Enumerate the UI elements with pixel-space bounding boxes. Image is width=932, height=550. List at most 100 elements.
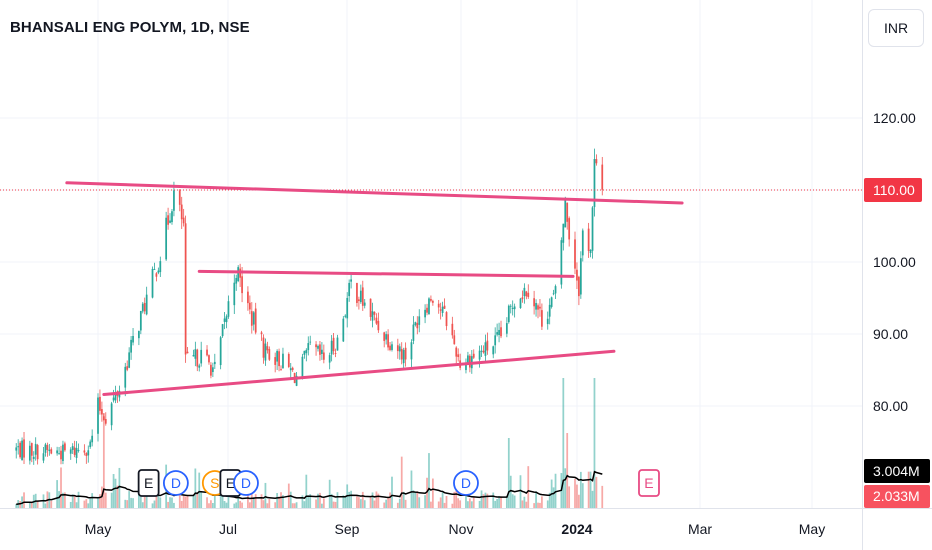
volume-bar bbox=[141, 502, 144, 508]
volume-bar bbox=[118, 467, 121, 508]
candle bbox=[541, 303, 543, 330]
volume-bar bbox=[457, 498, 460, 508]
volume-bar bbox=[496, 499, 498, 508]
volume-bar bbox=[330, 493, 333, 508]
volume-bar bbox=[511, 494, 514, 508]
candle bbox=[104, 412, 107, 426]
volume-bar bbox=[60, 467, 62, 508]
candle bbox=[412, 316, 415, 345]
volume-bar bbox=[36, 500, 39, 508]
candle bbox=[330, 335, 333, 362]
candle bbox=[221, 323, 224, 338]
trendline-mid-resistance[interactable] bbox=[197, 269, 575, 278]
volume-bar bbox=[373, 500, 376, 508]
volume-bar bbox=[334, 501, 337, 508]
event-marker-dividend[interactable]: D bbox=[453, 470, 479, 496]
currency-button[interactable]: INR bbox=[868, 9, 924, 47]
volume-bar bbox=[591, 490, 594, 508]
candle bbox=[579, 251, 582, 299]
candle bbox=[328, 352, 331, 370]
volume-bar bbox=[400, 456, 403, 508]
volume-bar bbox=[430, 501, 432, 508]
candle bbox=[167, 207, 169, 230]
candle bbox=[254, 302, 257, 335]
candle bbox=[552, 289, 555, 296]
price-axis[interactable]: 120.00110.00100.0090.0080.00110.003.004M… bbox=[864, 110, 930, 508]
candle bbox=[264, 338, 267, 366]
candle bbox=[568, 216, 571, 247]
candle bbox=[398, 343, 401, 360]
candle bbox=[437, 299, 440, 314]
candle bbox=[44, 442, 47, 457]
candle bbox=[445, 311, 448, 331]
candle bbox=[206, 345, 208, 357]
trendline-support[interactable] bbox=[102, 349, 616, 396]
candle bbox=[478, 345, 481, 368]
volume-bar bbox=[315, 499, 317, 508]
volume-bar bbox=[301, 495, 304, 508]
trendline-upper-resistance[interactable] bbox=[65, 181, 684, 205]
volume-bar bbox=[321, 503, 323, 508]
candle bbox=[48, 443, 51, 456]
candle bbox=[525, 290, 528, 300]
candle bbox=[64, 441, 66, 452]
candle bbox=[223, 311, 226, 330]
volume-bar bbox=[439, 497, 442, 508]
candle bbox=[509, 304, 512, 314]
trendlines[interactable] bbox=[65, 181, 684, 396]
volume-bar bbox=[361, 491, 364, 508]
volume-bar bbox=[295, 502, 298, 508]
candle bbox=[143, 297, 146, 315]
candle bbox=[385, 331, 388, 345]
candle bbox=[439, 302, 442, 320]
volume-bar bbox=[210, 500, 212, 508]
candle bbox=[69, 447, 72, 460]
volume-bar bbox=[548, 492, 551, 508]
time-tick-label: May bbox=[799, 521, 825, 537]
candle bbox=[171, 209, 173, 225]
volume-bar bbox=[363, 500, 366, 508]
volume-bar bbox=[564, 468, 567, 508]
event-marker-earnings[interactable]: E bbox=[137, 469, 160, 497]
volume-bar bbox=[431, 478, 434, 508]
volume-bar bbox=[239, 500, 242, 508]
candle bbox=[548, 298, 551, 325]
volume-bar bbox=[169, 497, 171, 508]
volume-bar bbox=[192, 494, 195, 508]
candle bbox=[426, 303, 428, 316]
volume-bar bbox=[237, 495, 240, 508]
volume-bar bbox=[128, 491, 131, 508]
candle bbox=[141, 302, 144, 314]
volume-bar bbox=[468, 498, 471, 508]
volume-bar bbox=[541, 496, 543, 508]
candle bbox=[356, 282, 358, 307]
svg-text:3.004M: 3.004M bbox=[873, 463, 920, 479]
candle bbox=[130, 336, 132, 360]
candle bbox=[184, 215, 187, 363]
candle bbox=[492, 345, 495, 359]
candle bbox=[535, 299, 537, 317]
volume-bar bbox=[470, 501, 473, 508]
volume-bar bbox=[336, 492, 339, 508]
candle bbox=[336, 334, 339, 351]
volume-bar bbox=[130, 497, 132, 508]
candle bbox=[348, 279, 351, 302]
event-marker-dividend[interactable]: D bbox=[233, 470, 259, 496]
volume-bar bbox=[254, 494, 257, 508]
event-marker-earnings-upcoming[interactable]: E bbox=[638, 469, 660, 497]
volume-bar bbox=[428, 453, 430, 508]
candle bbox=[416, 316, 419, 335]
candle bbox=[210, 362, 212, 379]
volume-bar bbox=[23, 492, 25, 508]
event-marker-letter: D bbox=[241, 475, 251, 491]
candle bbox=[400, 342, 403, 365]
volume-bar bbox=[73, 495, 76, 508]
volume-bar bbox=[266, 503, 269, 508]
volume-current-label: 3.004M bbox=[864, 459, 930, 483]
volume-bar bbox=[30, 503, 33, 508]
volume-bar bbox=[167, 501, 169, 508]
event-marker-dividend[interactable]: D bbox=[162, 470, 189, 496]
